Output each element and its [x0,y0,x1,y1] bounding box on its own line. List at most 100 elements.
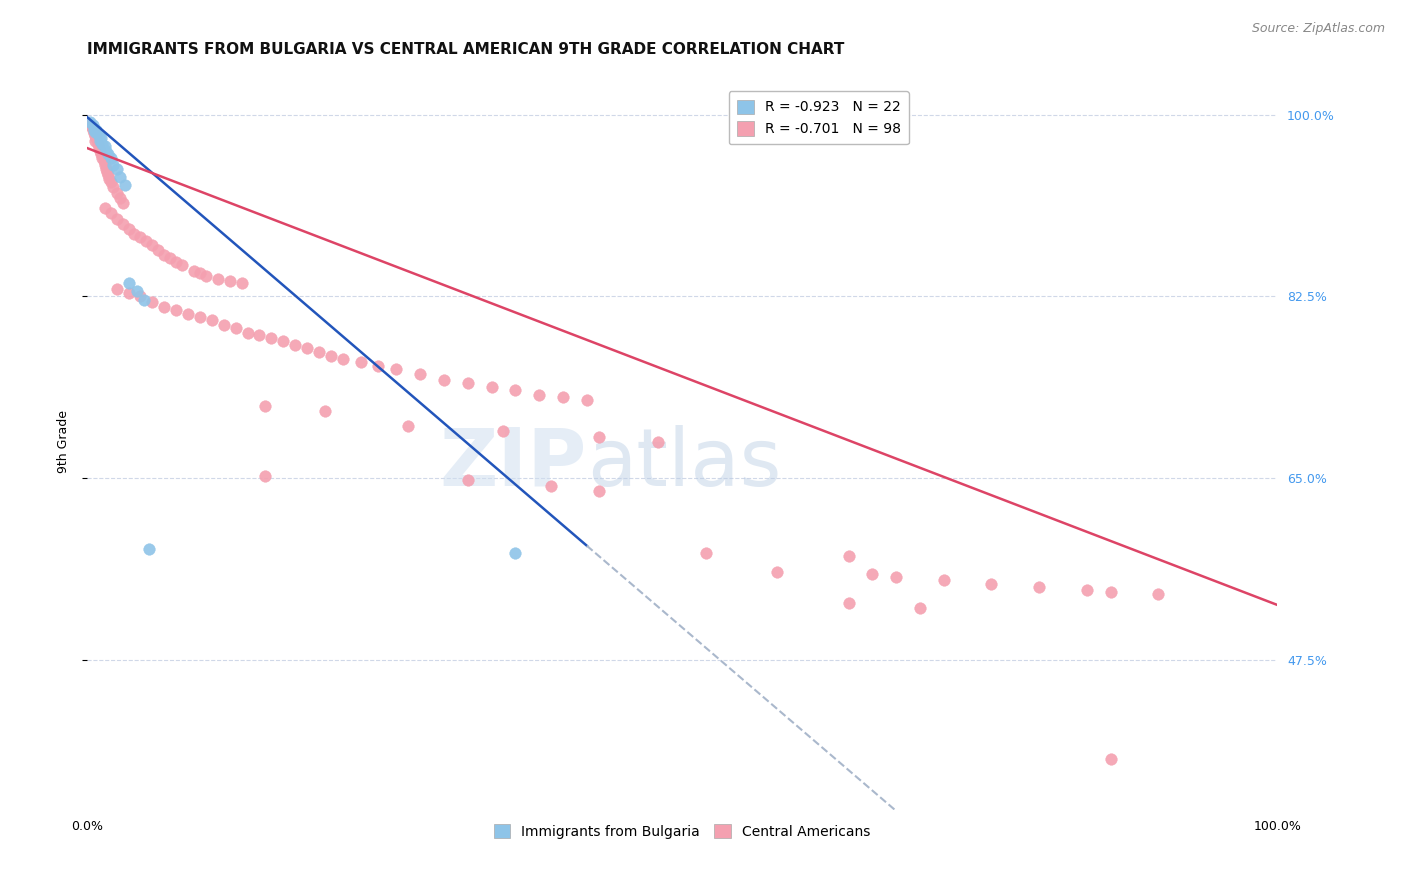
Point [101,158,124,172]
Point [90,130,112,145]
Text: Source: ZipAtlas.com: Source: ZipAtlas.com [1251,22,1385,36]
Point [91,136,114,151]
Point [100,175,122,189]
Y-axis label: 9th Grade: 9th Grade [58,410,70,474]
Point [105,161,128,176]
Point [177,307,200,321]
Point [129,230,152,244]
Point [932,573,955,587]
Point [165,255,187,269]
Point [236,326,259,340]
Point [148,243,170,257]
Point [492,425,515,439]
Point [159,251,181,265]
Point [260,331,283,345]
Point [96,165,118,179]
Point [97,147,120,161]
Point [87,141,110,155]
Point [108,169,131,184]
Point [884,570,907,584]
Text: atlas: atlas [586,425,782,503]
Point [79,118,101,132]
Point [83,127,105,141]
Point [527,388,550,402]
Point [838,596,860,610]
Point [93,158,115,172]
Point [308,344,330,359]
Point [98,172,121,186]
Point [124,227,146,242]
Point [254,399,277,413]
Point [457,473,479,487]
Point [125,285,148,299]
Point [908,601,931,615]
Point [183,263,205,277]
Point [314,403,336,417]
Point [647,434,669,449]
Point [84,134,107,148]
Point [254,469,277,483]
Point [93,201,115,215]
Point [83,123,105,137]
Point [1147,587,1170,601]
Point [93,154,115,169]
Point [481,380,503,394]
Point [551,390,574,404]
Point [349,355,371,369]
Point [100,152,122,166]
Point [86,130,108,145]
Point [93,139,115,153]
Point [396,419,419,434]
Point [457,376,479,390]
Point [284,338,307,352]
Point [117,222,139,236]
Point [838,549,860,563]
Point [862,566,884,581]
Point [82,118,104,132]
Point [249,327,271,342]
Point [132,293,155,307]
Point [94,161,117,176]
Point [1028,580,1050,594]
Point [165,302,187,317]
Point [225,320,247,334]
Point [385,362,408,376]
Point [1099,585,1122,599]
Point [86,136,108,151]
Point [91,152,114,166]
Point [433,372,456,386]
Point [97,168,120,182]
Point [101,180,124,194]
Point [153,248,176,262]
Point [367,359,389,373]
Point [201,313,224,327]
Point [218,274,240,288]
Point [332,351,354,366]
Text: IMMIGRANTS FROM BULGARIA VS CENTRAL AMERICAN 9TH GRADE CORRELATION CHART: IMMIGRANTS FROM BULGARIA VS CENTRAL AMER… [87,42,844,57]
Point [111,196,134,211]
Point [117,286,139,301]
Point [695,546,717,560]
Point [141,294,163,309]
Point [409,368,432,382]
Point [138,541,160,556]
Point [135,235,157,249]
Point [111,217,134,231]
Point [588,483,610,498]
Point [271,334,294,348]
Point [188,310,211,325]
Point [194,268,217,283]
Point [105,282,128,296]
Point [84,128,107,143]
Point [105,211,128,226]
Point [1076,583,1098,598]
Point [80,120,103,135]
Point [86,123,108,137]
Point [87,128,110,143]
Point [1099,751,1122,765]
Point [153,300,176,314]
Point [505,546,527,560]
Legend: Immigrants from Bulgaria, Central Americans: Immigrants from Bulgaria, Central Americ… [488,818,876,844]
Point [114,178,136,193]
Point [319,349,342,363]
